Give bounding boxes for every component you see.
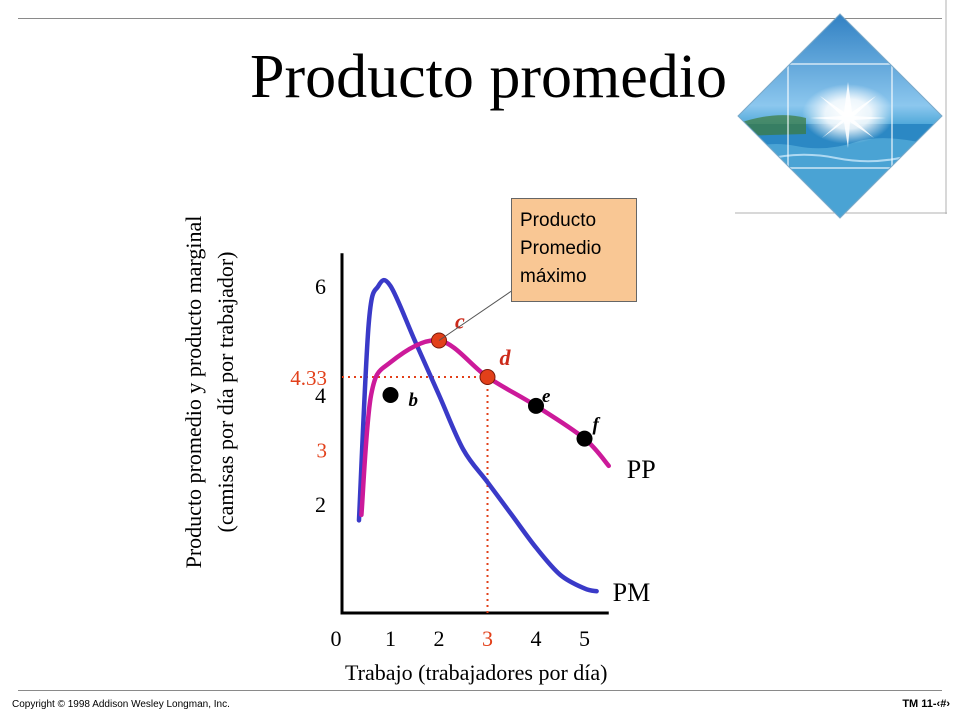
x-tick-label: 1 <box>385 626 396 651</box>
series-line-pp <box>359 338 611 518</box>
point-label-b: b <box>409 390 419 411</box>
callout-line-1: Producto <box>520 210 597 231</box>
axes <box>340 253 609 615</box>
callout-line-3: máximo <box>520 266 587 287</box>
y-tick-label: 4 <box>315 383 326 408</box>
x-axis-label: Trabajo (trabajadores por día) <box>345 660 608 685</box>
point-label-f: f <box>593 415 601 436</box>
slide-reference: TM 11-‹#› <box>902 698 950 710</box>
callout-line-2: Promedio <box>520 238 602 259</box>
bottom-rule <box>18 690 942 691</box>
x-tick-label: 4 <box>531 626 542 651</box>
point-label-d: d <box>500 345 512 370</box>
tick-labels: 0 1 2 3 4 5 2 4 6 4.33 3 <box>290 274 590 651</box>
x-tick-label: 3 <box>482 626 493 651</box>
point-label-e: e <box>542 386 551 407</box>
y-tick-label: 6 <box>315 274 326 299</box>
series-lines <box>356 277 611 594</box>
x-tick-label: 5 <box>579 626 590 651</box>
max-average-product-callout: Producto Promedio máximo <box>511 198 637 302</box>
slide-title: Producto promedio <box>250 43 727 111</box>
top-rule <box>18 18 942 19</box>
x-tick-label: 2 <box>434 626 445 651</box>
series-label-pm: PM <box>613 578 651 607</box>
y-tick-label: 2 <box>315 492 326 517</box>
copyright-text: Copyright © 1998 Addison Wesley Longman,… <box>12 699 230 710</box>
point-f <box>576 430 593 447</box>
series-label-pp: PP <box>627 455 656 484</box>
y-tick-label-highlight: 3 <box>317 439 328 463</box>
y-axis-label-line-1: Producto promedio y producto marginal <box>181 215 206 569</box>
callout-leader-line <box>438 289 514 341</box>
point-b <box>382 387 399 403</box>
point-label-c: c <box>455 309 465 334</box>
series-labels: PM PP <box>613 455 656 607</box>
x-tick-label: 0 <box>331 626 342 651</box>
series-line-pm <box>356 277 599 594</box>
point-e <box>528 397 544 414</box>
y-axis-label-line-2: (camisas por día por trabajador) <box>213 251 238 533</box>
ocean-picture <box>737 13 943 219</box>
point-d <box>479 369 496 386</box>
labeled-points: b c d e f <box>382 309 601 447</box>
y-tick-label-highlight: 4.33 <box>290 366 327 390</box>
